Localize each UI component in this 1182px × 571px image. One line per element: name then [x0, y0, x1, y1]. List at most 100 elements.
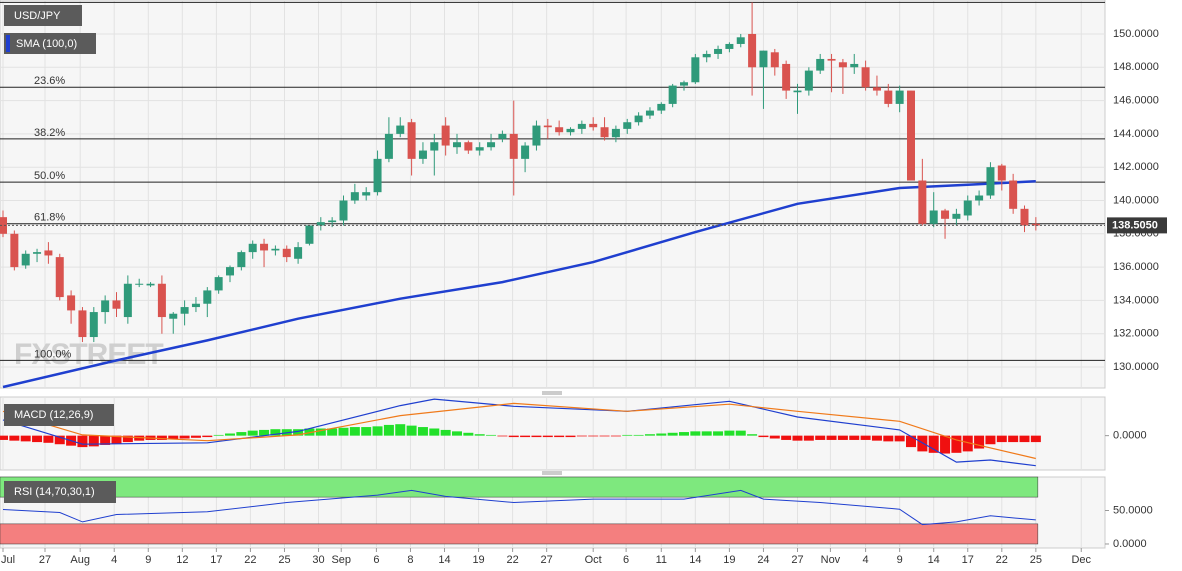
fib-label: 100.0%: [34, 348, 72, 360]
macd-panel: [0, 396, 1106, 471]
macd-bar: [497, 435, 508, 437]
macd-bar: [747, 434, 758, 436]
candle-body: [10, 233, 19, 268]
candle-body: [453, 142, 461, 148]
macd-bar: [565, 435, 576, 438]
candle-body: [135, 283, 144, 285]
macd-bar: [372, 426, 383, 436]
x-tick-label: 27: [791, 554, 803, 566]
macd-bar: [1030, 435, 1041, 443]
macd-bar: [383, 424, 394, 436]
x-tick-label: 17: [962, 554, 974, 566]
x-tick-label: 24: [757, 554, 769, 566]
fib-label: 61.8%: [34, 212, 65, 224]
macd-bar: [667, 432, 678, 436]
candle-body: [203, 290, 212, 304]
legend: USD/JPY SMA (100,0) MACD (12,26,9) RSI (…: [4, 5, 116, 503]
macd-bar: [1008, 435, 1019, 443]
x-tick-label: 9: [145, 554, 151, 566]
legend-box: [4, 33, 96, 54]
candle-body: [804, 70, 813, 91]
candle-body: [736, 37, 745, 44]
candle-body: [430, 142, 439, 151]
candle-body: [180, 307, 189, 314]
candle-body: [543, 125, 552, 128]
candle-body: [668, 85, 677, 104]
macd-bar: [542, 435, 553, 438]
macd-bar: [395, 424, 406, 436]
candle-body: [1009, 180, 1018, 209]
candle-body: [441, 125, 450, 146]
y-tick-label: 142.0000: [1113, 161, 1159, 173]
rsi-band: [0, 476, 1039, 498]
candle-body: [169, 313, 178, 319]
candle-body: [271, 248, 280, 251]
x-tick-label: Aug: [70, 554, 90, 566]
candle-body: [770, 52, 779, 68]
main-panel: [0, 0, 1106, 389]
candle-body: [634, 115, 643, 123]
macd-bar: [815, 435, 826, 440]
candle-body: [759, 50, 768, 68]
x-tick-label: Nov: [821, 554, 841, 566]
x-tick-label: 25: [1030, 554, 1042, 566]
macd-bar: [361, 427, 372, 436]
candle-body: [997, 165, 1006, 181]
macd-bar: [111, 435, 122, 444]
macd-bar: [190, 435, 201, 438]
legend-sma: SMA (100,0): [16, 38, 77, 50]
candle-body: [725, 43, 734, 49]
candle-body: [645, 110, 654, 116]
macd-bar: [20, 435, 31, 442]
fib-label: 50.0%: [34, 170, 65, 182]
macd-bar: [452, 431, 462, 436]
candle-body: [0, 217, 7, 234]
macd-bar: [213, 434, 224, 436]
macd-bar: [610, 435, 621, 437]
x-tick-label: 25: [278, 554, 290, 566]
x-tick-label: 4: [863, 554, 869, 566]
macd-bar: [940, 435, 951, 454]
macd-bar: [474, 434, 485, 436]
macd-bar: [429, 428, 440, 436]
candle-body: [577, 123, 586, 129]
x-tick-label: 19: [472, 554, 484, 566]
candle-body: [362, 192, 371, 196]
macd-bar: [758, 435, 769, 438]
y-tick-label: 132.0000: [1113, 328, 1159, 340]
macd-bar: [803, 435, 814, 441]
macd-bar: [202, 435, 213, 438]
candle-body: [191, 303, 200, 308]
candle-body: [702, 53, 711, 58]
candle-body: [475, 147, 484, 151]
candle-body: [407, 122, 416, 159]
macd-bar: [304, 428, 315, 436]
macd-bar: [679, 432, 689, 436]
macd-bar: [701, 431, 712, 436]
y-tick-label: 148.0000: [1113, 61, 1159, 73]
candle-body: [21, 253, 30, 266]
legend-swatch: [6, 35, 10, 52]
x-tick-label: 22: [244, 554, 256, 566]
candle-body: [328, 220, 337, 223]
macd-bar: [134, 435, 145, 441]
candle-body: [680, 82, 688, 86]
legend-macd: MACD (12,26,9): [14, 409, 93, 421]
macd-bar: [974, 435, 985, 449]
candle-body: [248, 243, 257, 253]
macd-bar: [247, 430, 258, 436]
y-tick-label: 140.0000: [1113, 194, 1159, 206]
legend-box: [4, 5, 82, 26]
macd-bar: [406, 425, 417, 436]
candle-body: [237, 252, 246, 268]
legend-rsi: RSI (14,70,30,1): [14, 486, 95, 498]
macd-bar: [690, 431, 701, 436]
candle-body: [827, 58, 836, 61]
candle-body: [78, 310, 87, 338]
x-tick-label: 27: [541, 554, 553, 566]
candle-body: [339, 200, 348, 221]
rsi-band: [0, 523, 1039, 545]
macd-bar: [293, 429, 304, 436]
candle-body: [861, 67, 870, 88]
